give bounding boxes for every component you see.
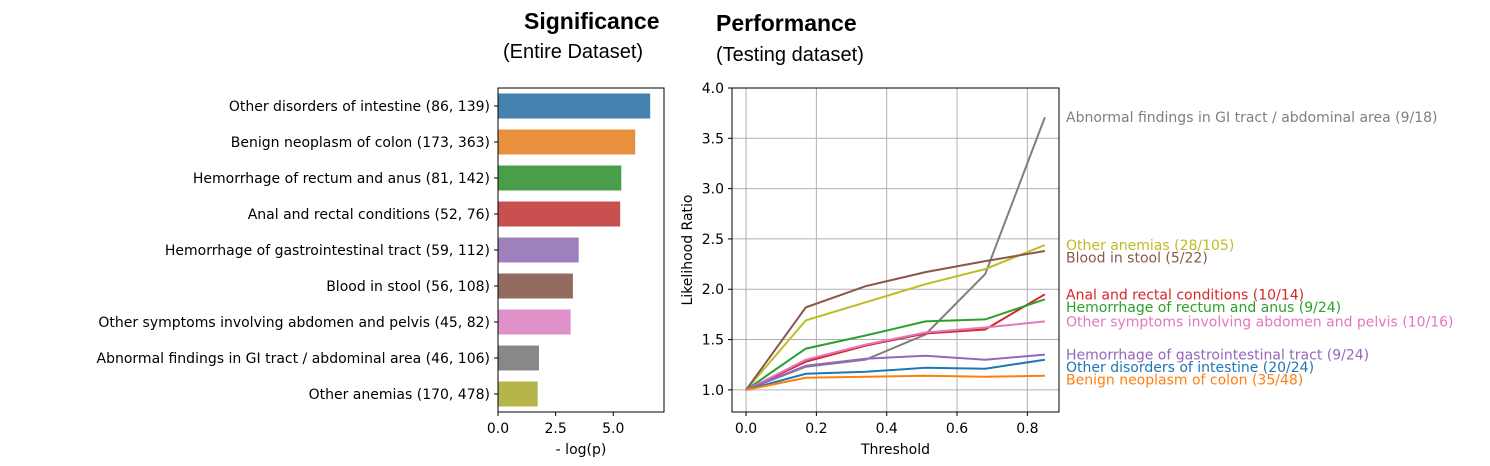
bar (498, 129, 636, 155)
x-axis-label: Threshold (860, 442, 930, 458)
y-axis-label: Likelihood Ratio (680, 195, 696, 306)
bar (498, 381, 538, 407)
y-tick-label: Anal and rectal conditions (52, 76) (248, 207, 490, 223)
bar (498, 237, 579, 263)
series-line (745, 244, 1046, 391)
y-tick-label: Other anemias (170, 478) (309, 387, 490, 403)
series-line (745, 298, 1046, 391)
y-tick-label: Abnormal findings in GI tract / abdomina… (97, 351, 490, 367)
y-tick-label: Other disorders of intestine (86, 139) (229, 99, 490, 115)
series-label: Other disorders of intestine (20/24) (1066, 360, 1314, 376)
x-tick-label: 2.5 (545, 421, 567, 437)
y-tick-label: Hemorrhage of gastrointestinal tract (59… (165, 243, 490, 259)
y-tick-label: 4.0 (702, 81, 724, 97)
performance-title: Performance (716, 10, 857, 36)
x-axis-label: - log(p) (556, 442, 607, 458)
bar (498, 201, 621, 227)
series-label: Benign neoplasm of colon (35/48) (1066, 373, 1303, 389)
series-label: Hemorrhage of gastrointestinal tract (9/… (1066, 348, 1369, 364)
significance-subtitle: (Entire Dataset) (503, 41, 644, 63)
series-label: Blood in stool (5/22) (1066, 251, 1208, 267)
series-line (745, 116, 1046, 391)
x-tick-label: 0.0 (487, 421, 509, 437)
y-tick-label: Blood in stool (56, 108) (326, 279, 490, 295)
bar (498, 345, 539, 371)
x-tick-label: 0.0 (735, 421, 757, 437)
y-tick-label: 2.0 (702, 282, 724, 298)
bar (498, 93, 651, 119)
bar (498, 273, 573, 299)
plot-frame (731, 87, 1060, 413)
series-label: Anal and rectal conditions (10/14) (1066, 287, 1304, 303)
plot-frame (497, 87, 665, 413)
series-label: Abnormal findings in GI tract / abdomina… (1066, 110, 1437, 126)
y-tick-label: Benign neoplasm of colon (173, 363) (231, 135, 490, 151)
series-label: Hemorrhage of rectum and anus (9/24) (1066, 300, 1341, 316)
bar (498, 165, 622, 191)
y-tick-label: Hemorrhage of rectum and anus (81, 142) (193, 171, 490, 187)
series-label: Other symptoms involving abdomen and pel… (1066, 314, 1454, 330)
series-label: Other anemias (28/105) (1066, 238, 1234, 254)
y-tick-label: 2.5 (702, 232, 724, 248)
performance-subtitle: (Testing dataset) (716, 44, 864, 66)
bar (498, 309, 571, 335)
significance-title: Significance (524, 8, 660, 34)
series-line (745, 320, 1046, 391)
y-tick-label: 1.0 (702, 383, 724, 399)
series-line (745, 250, 1046, 391)
x-tick-label: 0.6 (946, 421, 968, 437)
y-tick-label: 1.5 (702, 333, 724, 349)
series-line (745, 358, 1046, 391)
x-tick-label: 0.4 (876, 421, 898, 437)
x-tick-label: 5.0 (602, 421, 624, 437)
y-tick-label: 3.5 (702, 131, 724, 147)
y-tick-label: 3.0 (702, 182, 724, 198)
x-tick-label: 0.8 (1016, 421, 1038, 437)
y-tick-label: Other symptoms involving abdomen and pel… (98, 315, 490, 331)
x-tick-label: 0.2 (805, 421, 827, 437)
series-line (745, 353, 1045, 391)
series-line (745, 374, 1045, 391)
